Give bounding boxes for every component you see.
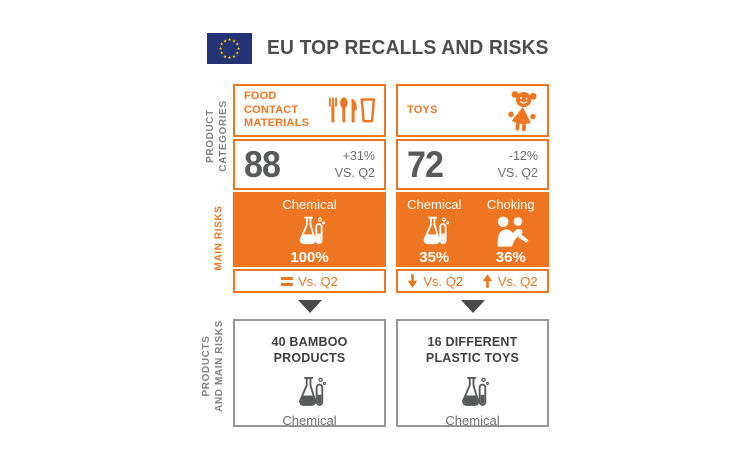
trend-cell-equal: Vs. Q2 — [235, 271, 384, 291]
svg-text:★: ★ — [227, 55, 231, 61]
svg-text:★: ★ — [218, 46, 222, 52]
main-risks-box: Chemical 100% — [233, 192, 386, 267]
side-label-product-categories: PRODUCT CATEGORIES — [205, 100, 229, 172]
recalls-change: +31% VS. Q2 — [334, 149, 375, 180]
recalls-count-box: 88 +31% VS. Q2 — [233, 139, 386, 190]
equals-icon — [281, 276, 294, 286]
trend-cell-down: Vs. Q2 — [398, 271, 473, 291]
trend-strip: Vs. Q2 — [233, 269, 386, 293]
svg-text:★: ★ — [223, 38, 227, 44]
outcome-title: 40 BAMBOO PRODUCTS — [271, 335, 348, 366]
risk-cell-choking: Choking 36% — [486, 197, 535, 266]
svg-text:★: ★ — [220, 51, 224, 57]
recalls-count: 88 — [244, 143, 281, 185]
category-label: TOYS — [407, 103, 438, 116]
svg-text:★: ★ — [235, 42, 239, 48]
page-title: EU TOP RECALLS AND RISKS — [267, 37, 549, 59]
eu-flag-icon: ★ ★ ★★ ★★ ★★ ★★ ★★ — [207, 33, 252, 64]
svg-text:★: ★ — [220, 42, 224, 48]
chemical-flask-icon — [291, 374, 329, 410]
column-food-contact-materials: FOOD CONTACT MATERIALS 88 +31% VS. Q2 — [233, 84, 386, 428]
outcome-risk-label: Chemical — [282, 412, 337, 428]
category-box: TOYS — [396, 84, 549, 137]
chemical-flask-icon — [416, 214, 452, 248]
cutlery-and-glass-icon — [326, 97, 376, 124]
outcome-risk-label: Chemical — [445, 412, 500, 428]
svg-text:★: ★ — [235, 51, 239, 57]
flow-arrow-down-icon — [460, 300, 485, 313]
risk-cell-chemical: Chemical 35% — [407, 197, 462, 266]
chemical-flask-icon — [292, 214, 328, 248]
arrow-down-icon — [408, 274, 418, 288]
chemical-flask-icon — [454, 374, 492, 410]
outcome-box: 40 BAMBOO PRODUCTS Chemical — [233, 319, 386, 428]
outcome-title: 16 DIFFERENT PLASTIC TOYS — [425, 335, 520, 366]
choking-rescue-icon — [491, 214, 531, 248]
flow-arrow-down-icon — [297, 300, 322, 313]
doll-icon — [506, 89, 539, 132]
side-label-main-risks: MAIN RISKS — [213, 205, 225, 271]
trend-strip: Vs. Q2 Vs. Q2 — [396, 269, 549, 293]
category-label: FOOD CONTACT MATERIALS — [244, 89, 310, 130]
recalls-count: 72 — [407, 143, 444, 185]
svg-text:★: ★ — [232, 38, 236, 44]
recalls-count-box: 72 -12% VS. Q2 — [396, 139, 549, 190]
svg-text:★: ★ — [236, 46, 240, 52]
side-label-products-and-main-risks: PRODUCTS AND MAIN RISKS — [201, 320, 225, 412]
category-box: FOOD CONTACT MATERIALS — [233, 84, 386, 137]
svg-text:★: ★ — [223, 54, 227, 60]
outcome-box: 16 DIFFERENT PLASTIC TOYS Chemical — [396, 319, 549, 428]
svg-text:★: ★ — [232, 54, 236, 60]
trend-cell-up: Vs. Q2 — [473, 271, 548, 291]
svg-text:★: ★ — [227, 37, 231, 43]
recalls-change: -12% VS. Q2 — [497, 149, 538, 180]
column-toys: TOYS 72 -12% — [396, 84, 549, 428]
main-risks-box: Chemical 35% Choking — [396, 192, 549, 267]
risk-cell-chemical: Chemical 100% — [282, 197, 337, 266]
arrow-up-icon — [482, 274, 493, 288]
header: ★ ★ ★ ★ ★ ★ ★ ★ ★ ★ ★ ★ EU TOP RECALLS AND RIS… — [207, 33, 560, 64]
